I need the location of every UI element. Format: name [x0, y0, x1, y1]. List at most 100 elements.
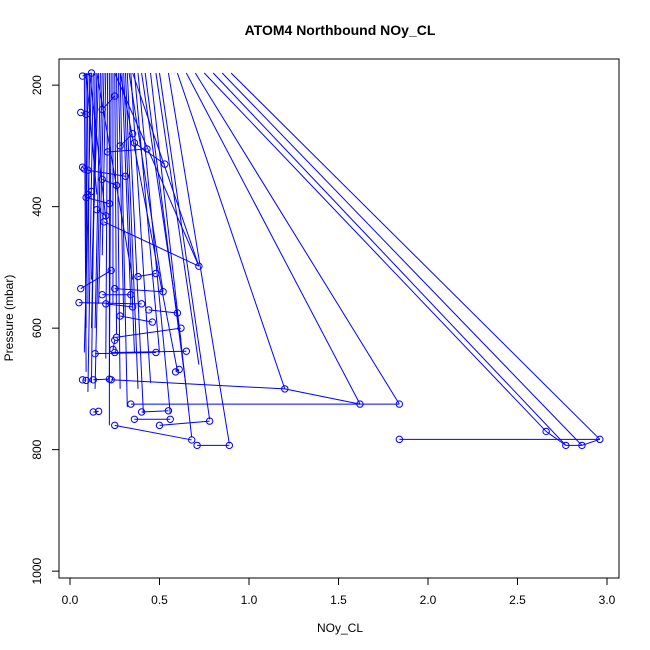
series-line-segment	[114, 288, 164, 293]
data-point	[82, 193, 90, 202]
series-line-segment	[82, 72, 92, 77]
data-point	[78, 72, 87, 80]
data-point	[98, 291, 106, 299]
y-axis-label: Pressure (mbar)	[2, 275, 16, 362]
data-point	[78, 163, 87, 171]
series-line-segment	[123, 72, 135, 353]
data-point	[281, 385, 289, 393]
series-line-segment	[230, 72, 601, 440]
data-point	[155, 421, 164, 430]
series-line-segment	[116, 327, 182, 338]
y-tick-label: 200	[30, 75, 44, 95]
series-line-segment	[185, 72, 361, 405]
data-point	[596, 435, 604, 444]
data-point	[103, 148, 112, 156]
series-line-segment	[126, 72, 144, 414]
data-point	[87, 69, 96, 77]
series-line-segment	[132, 72, 200, 267]
series-line-segment	[114, 72, 118, 335]
data-layer	[75, 69, 604, 450]
data-point	[143, 145, 151, 153]
series-line-segment	[96, 209, 107, 217]
data-point	[100, 218, 108, 226]
x-tick-label: 2.5	[509, 593, 526, 607]
series-line-segment	[141, 410, 169, 413]
data-point	[225, 441, 234, 450]
series-line-segment	[284, 388, 361, 405]
data-point	[102, 300, 110, 308]
series-line-segment	[107, 148, 148, 153]
series-line-segment	[103, 221, 200, 267]
data-point	[562, 441, 570, 450]
x-tick-label: 1.5	[330, 593, 347, 607]
series-line-segment	[82, 166, 85, 170]
data-point	[130, 415, 139, 423]
data-point	[107, 266, 115, 275]
data-point	[395, 435, 404, 444]
data-point	[177, 324, 185, 332]
data-point	[182, 347, 191, 355]
series-line-segment	[150, 72, 193, 438]
data-point	[89, 376, 97, 384]
data-point	[94, 407, 103, 416]
data-point	[134, 272, 142, 281]
data-point	[152, 348, 160, 357]
data-point	[116, 142, 124, 150]
series-line-segment	[120, 315, 153, 323]
data-point	[128, 130, 137, 138]
y-tick-label: 800	[30, 439, 44, 459]
data-point	[89, 408, 97, 416]
series-line-segment	[87, 72, 94, 392]
data-point	[111, 336, 119, 344]
series-line-segment	[159, 420, 210, 426]
data-point	[82, 110, 90, 119]
series-line-segment	[119, 72, 128, 408]
data-point	[173, 309, 182, 317]
data-point	[127, 400, 135, 408]
series-line-segment	[121, 72, 132, 304]
data-point	[127, 291, 135, 299]
y-axis: 200 400 600 800 1000	[30, 75, 60, 585]
series-line-segment	[80, 270, 112, 290]
series-line-segment	[221, 72, 583, 446]
series-line-segment	[102, 178, 117, 186]
data-point	[159, 288, 167, 296]
series-line-segment	[159, 72, 211, 420]
data-point	[116, 312, 124, 320]
series-line-segment	[148, 309, 178, 314]
data-point	[166, 415, 174, 423]
data-point	[98, 105, 106, 114]
data-point	[137, 408, 146, 416]
data-point	[105, 199, 114, 208]
x-tick-label: 0.5	[151, 593, 168, 607]
x-tick-label: 3.0	[599, 593, 616, 607]
data-point	[111, 348, 119, 357]
data-point	[91, 349, 99, 358]
data-point	[77, 108, 85, 117]
x-tick-label: 2.0	[420, 593, 437, 607]
data-point	[542, 427, 550, 436]
series-line-segment	[93, 410, 99, 413]
y-tick-label: 600	[30, 318, 44, 338]
series-line-segment	[114, 424, 192, 441]
data-point	[395, 400, 404, 408]
data-point	[188, 436, 196, 444]
data-point	[107, 376, 115, 384]
series-line-segment	[111, 379, 285, 390]
data-point	[75, 298, 83, 307]
series-line-segment	[85, 197, 110, 205]
data-point	[111, 421, 119, 430]
data-point	[193, 441, 201, 450]
data-point	[84, 166, 92, 174]
data-point	[145, 306, 153, 314]
data-point	[78, 376, 87, 384]
x-tick-label: 1.0	[241, 593, 258, 607]
data-point	[356, 400, 364, 408]
x-axis-label: NOy_CL	[317, 621, 363, 635]
series-line-segment	[96, 72, 134, 280]
series-line-segment	[94, 72, 103, 389]
data-point	[80, 165, 89, 173]
data-point	[98, 175, 106, 184]
series-line-segment	[105, 303, 133, 308]
